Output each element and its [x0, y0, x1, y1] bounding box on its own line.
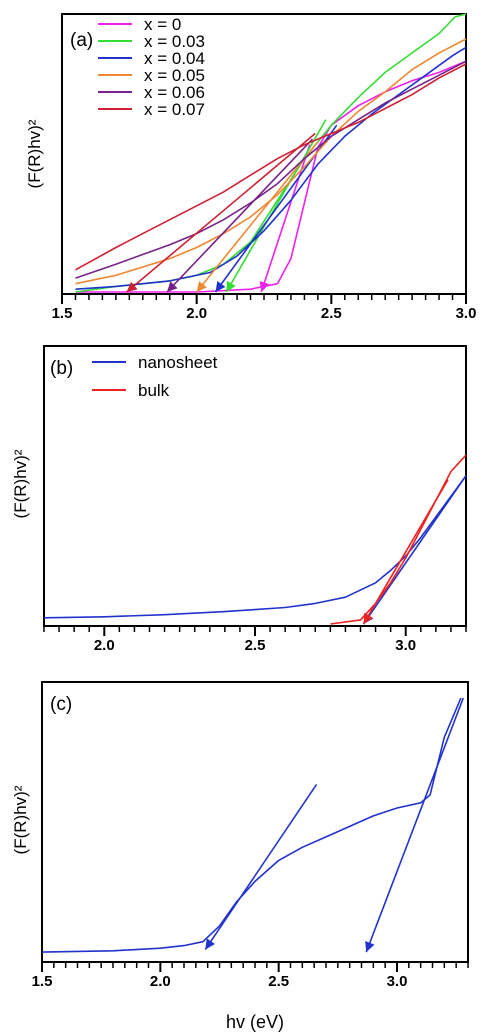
panel-c-y-axis-label: (F(R)hv)² — [11, 785, 30, 854]
panel-b-curves — [43, 454, 467, 625]
panel-a-legend-label-2: x = 0.04 — [144, 49, 205, 68]
panel-b-legend: nanosheet bulk — [92, 353, 218, 400]
panel-a-series-1-tangent-0 — [225, 119, 327, 293]
panel-c-label: (c) — [50, 694, 72, 715]
panel-c-series-0-tangent-1 — [365, 697, 465, 953]
panel-a-series-4-line — [75, 60, 467, 279]
panel-b-series-1-edge-arrow-0 — [363, 612, 373, 624]
panel-b-frame — [43, 345, 467, 627]
panel-c-x-tick-label: 1.5 — [32, 973, 53, 990]
panel-a-series-3-tangent-0 — [196, 141, 319, 293]
panel-c-series-0-tangent-0 — [204, 784, 318, 950]
panel-b-legend-label-0: nanosheet — [138, 353, 218, 372]
panel-a-series-3-edge-arrow-0 — [196, 281, 207, 292]
panel-c-series-0-edge-arrow-0 — [205, 938, 216, 950]
panel-b-series-1-line — [330, 454, 467, 625]
panel-a-legend-label-5: x = 0.07 — [144, 100, 205, 119]
panel-a-legend-label-4: x = 0.06 — [144, 83, 205, 102]
panel-a-label: (a) — [70, 30, 93, 51]
panel-a-series-4-edge-arrow-0 — [167, 281, 178, 292]
panel-b-legend-label-1: bulk — [138, 381, 170, 400]
panel-c-x-tick-label: 3.0 — [387, 973, 408, 990]
panel-a-ticks: 1.5 2.0 2.5 3.0 — [52, 294, 477, 322]
panel-a-series-2-line — [75, 46, 467, 290]
panel-a-x-tick-label: 1.5 — [52, 305, 73, 322]
x-axis-title: hv (eV) — [226, 1012, 284, 1032]
panel-a-legend-label-1: x = 0.03 — [144, 32, 205, 51]
panel-a-series-5-line — [75, 63, 467, 271]
panel-c-x-tick-label: 2.0 — [150, 973, 171, 990]
panel-b-x-tick-label: 2.0 — [94, 637, 115, 654]
panel-b-series-0-tangent-0 — [362, 475, 467, 625]
panel-c-curves — [41, 697, 465, 953]
panel-b-x-tick-label: 3.0 — [395, 637, 416, 654]
panel-c: 1.5 2.0 2.5 3.0 (c) (F(R)hv)² — [11, 681, 469, 990]
panel-a-x-tick-label: 2.5 — [321, 305, 342, 322]
panel-b-label: (b) — [50, 358, 73, 379]
panel-c-ticks: 1.5 2.0 2.5 3.0 — [32, 962, 469, 990]
panel-b-series-0-line — [43, 475, 467, 619]
panel-b-y-axis-label: (F(R)hv)² — [11, 449, 30, 518]
panel-a-series-0-line — [75, 60, 467, 293]
panel-a-series-0-edge-arrow-0 — [259, 280, 270, 292]
panel-a-series-1-edge-arrow-0 — [226, 280, 236, 292]
panel-c-series-0-edge-arrow-1 — [365, 941, 375, 953]
panel-a-curves — [75, 13, 467, 293]
panel-a-legend-label-3: x = 0.05 — [144, 66, 205, 85]
panel-a-y-axis-label: (F(R)hv)² — [25, 119, 44, 188]
panel-b-series-1-tangent-0 — [362, 479, 449, 625]
panel-a-series-2-edge-arrow-0 — [215, 280, 226, 292]
panel-b-ticks: 2.0 2.5 3.0 — [43, 626, 467, 654]
panel-a-series-4-tangent-0 — [166, 138, 314, 293]
panel-c-frame — [41, 681, 469, 963]
panel-a-series-1-line — [75, 13, 467, 293]
panel-b-x-tick-label: 2.5 — [245, 637, 266, 654]
panel-a-series-5-tangent-0 — [126, 132, 316, 293]
panel-a: 1.5 2.0 2.5 3.0 (a) (F(R)hv)² x = 0x = 0.03… — [25, 13, 477, 322]
panel-c-x-tick-label: 2.5 — [268, 973, 289, 990]
panel-a-legend-label-0: x = 0 — [144, 15, 181, 34]
panel-a-frame — [61, 13, 467, 295]
panel-c-series-0-line — [41, 697, 462, 953]
panel-a-series-3-line — [75, 38, 467, 285]
panel-b: 2.0 2.5 3.0 (b) (F(R)hv)² nanosheet bulk — [11, 345, 467, 654]
panel-a-series-5-edge-arrow-0 — [126, 281, 138, 292]
panel-a-x-tick-label: 2.0 — [186, 305, 207, 322]
panel-a-x-tick-label: 3.0 — [456, 305, 477, 322]
panel-a-legend: x = 0x = 0.03x = 0.04x = 0.05x = 0.06x =… — [98, 15, 205, 119]
